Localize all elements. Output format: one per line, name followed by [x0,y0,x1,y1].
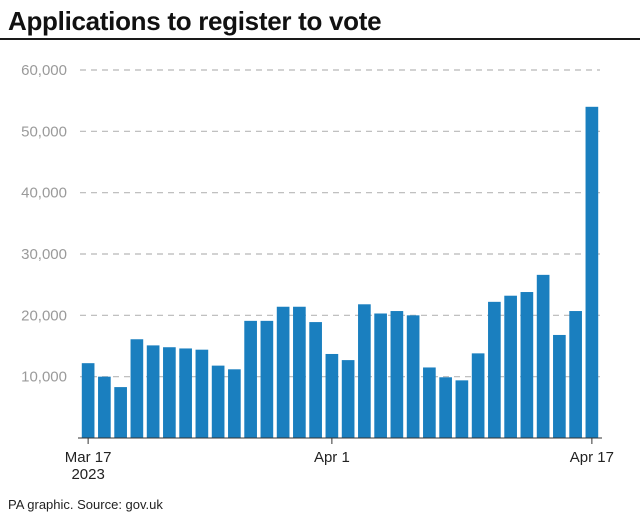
y-tick-label: 50,000 [21,123,67,140]
bar [423,367,436,438]
bar [244,320,257,438]
bar [536,274,550,438]
bar [130,339,144,438]
bar [293,306,306,438]
x-tick-label: 2023 [71,466,104,483]
y-axis-ticks: 10,000 20,000 30,000 40,000 50,000 60,000 [21,62,67,386]
bar [114,387,127,438]
bar [309,322,322,438]
bar [488,301,501,438]
y-tick-label: 30,000 [21,246,67,263]
y-tick-label: 40,000 [21,185,67,202]
bar [146,345,160,438]
bar [341,360,355,438]
bar [260,320,274,438]
bar [569,311,582,438]
bar [81,363,95,438]
chart-title: Applications to register to vote [8,6,382,36]
bar [585,106,599,439]
bar [276,306,290,438]
bar [163,347,176,438]
x-tick-label: Apr 1 [314,449,350,466]
source-note: PA graphic. Source: gov.uk [8,497,163,512]
bar [179,348,192,438]
bar [228,369,241,438]
y-tick-label: 10,000 [21,369,67,386]
y-tick-label: 60,000 [21,62,67,79]
bar [195,349,209,438]
bars [81,106,599,439]
x-tick-label: Apr 17 [570,449,614,466]
bar [406,315,420,438]
bar [98,376,111,438]
title-rule [0,38,640,40]
bar [520,292,534,438]
bar [471,353,485,438]
bar [553,334,566,438]
bar [390,311,404,438]
bar [211,365,225,438]
bar [439,377,452,438]
x-tick-label: Mar 17 [65,449,112,466]
y-tick-label: 20,000 [21,307,67,324]
bar [455,380,469,438]
bar [325,353,339,438]
bar [374,313,387,438]
bar [504,295,517,438]
bar [358,304,371,438]
